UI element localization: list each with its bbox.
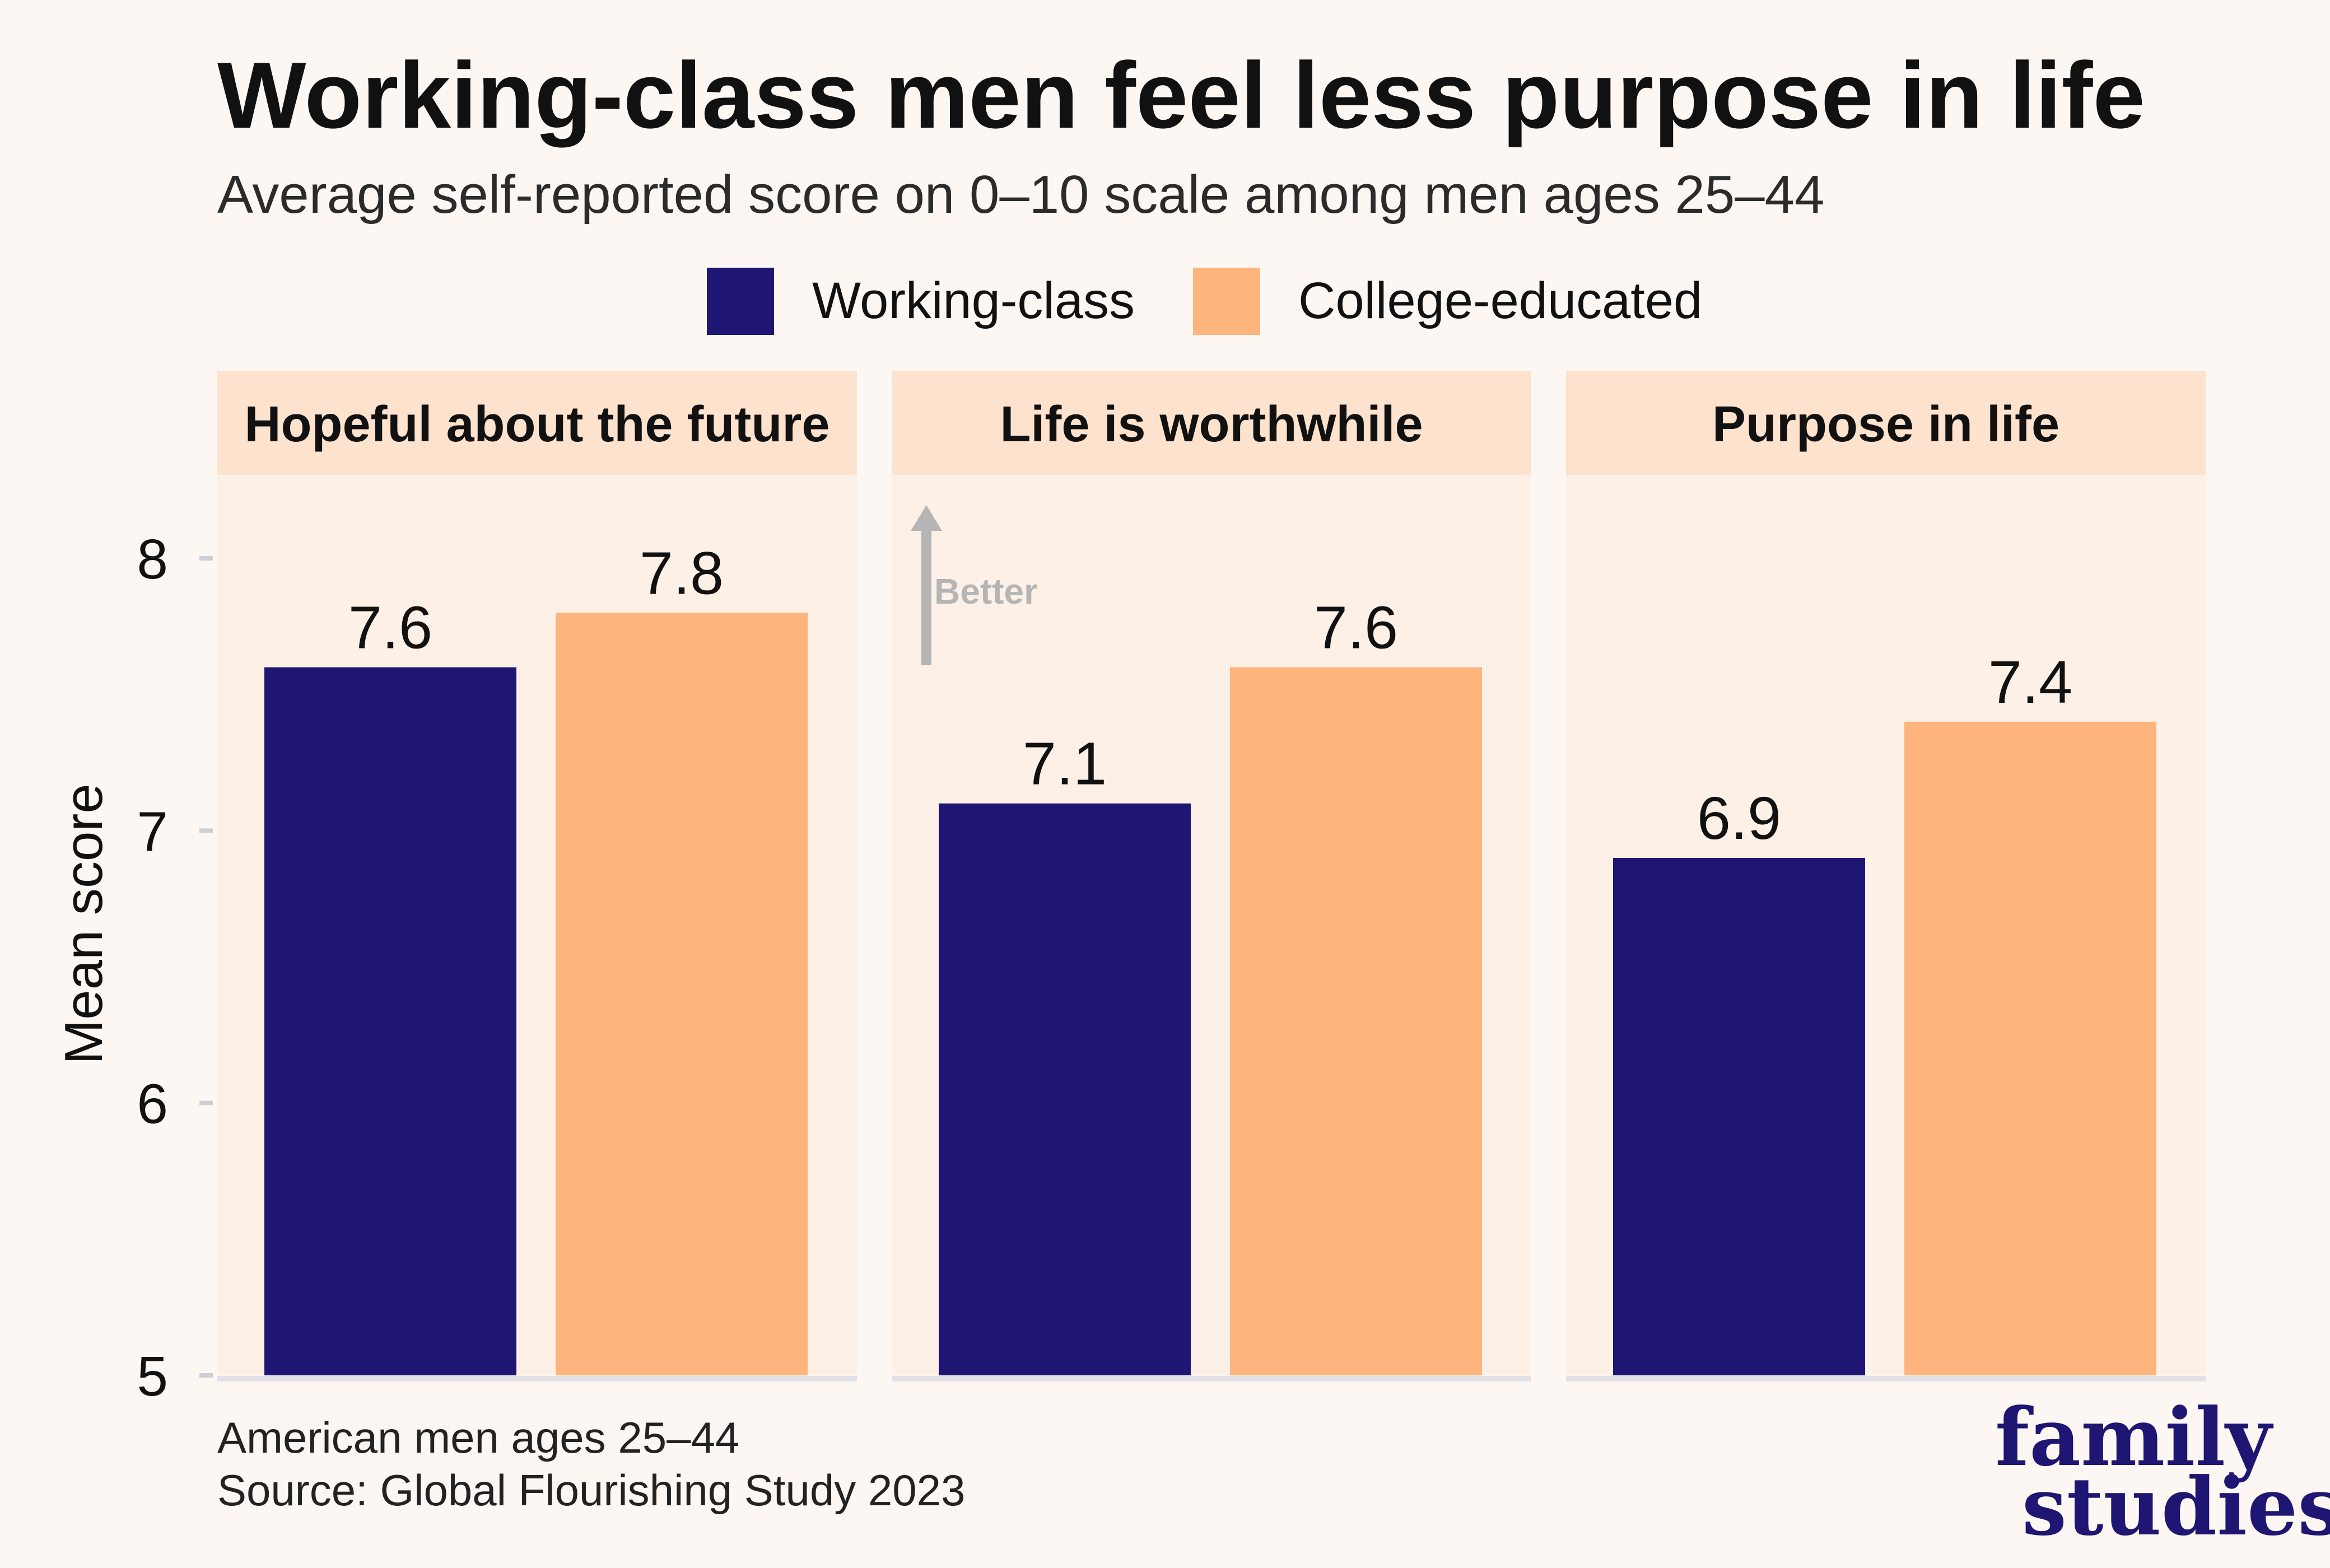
better-arrow-icon [911, 505, 942, 531]
y-axis-label: Mean score [54, 783, 114, 1065]
chart-title: Working-class men feel less purpose in l… [217, 43, 2145, 148]
caption-source: Source: Global Flourishing Study 2023 [217, 1466, 965, 1515]
y-tick-label: 8 [137, 528, 168, 591]
facet-strip [217, 371, 857, 475]
bar [264, 667, 516, 1375]
legend: Working-class College-educated [707, 268, 1702, 335]
facet-strip-label: Hopeful about the future [245, 396, 830, 452]
bar-value-label: 7.6 [348, 594, 432, 661]
caption-population: American men ages 25–44 [217, 1413, 739, 1462]
facet-strip-label: Purpose in life [1712, 396, 2059, 452]
bar-value-label: 6.9 [1697, 784, 1781, 852]
y-tick-label: 7 [137, 800, 168, 863]
y-tick-label: 5 [137, 1345, 168, 1408]
y-tick-label: 6 [137, 1073, 168, 1136]
bar-value-label: 7.8 [640, 539, 724, 606]
bar-value-label: 7.4 [1988, 648, 2072, 716]
bar [1230, 667, 1482, 1375]
facet-panel: Life is worthwhile 7.1 7.6 [892, 371, 1531, 1382]
better-annotation: Better [911, 505, 1038, 665]
logo-word-family: family [1995, 1391, 2273, 1484]
bar [1904, 721, 2156, 1375]
chart-subtitle: Average self-reported score on 0–10 scal… [217, 165, 1824, 225]
facet-strip [892, 371, 1531, 475]
legend-swatch-college-educated [1193, 268, 1260, 335]
bar [939, 803, 1191, 1375]
better-label: Better [934, 571, 1038, 612]
facet-strip [1566, 371, 2206, 475]
logo-word-studies: studies [2022, 1460, 2330, 1553]
panels: Hopeful about the future 7.6 7.8 Life is wo… [217, 371, 2206, 1382]
y-axis: 5 6 7 8 [137, 528, 213, 1408]
legend-swatch-working-class [707, 268, 774, 335]
facet-panel: Purpose in life 6.9 7.4 [1566, 371, 2206, 1382]
facet-panel: Hopeful about the future 7.6 7.8 [217, 371, 857, 1382]
bar [1613, 857, 1865, 1375]
family-studies-logo: family studies [1995, 1391, 2330, 1553]
bar [556, 613, 808, 1375]
bar-value-label: 7.1 [1023, 730, 1107, 797]
bar-value-label: 7.6 [1314, 594, 1398, 661]
facet-strip-label: Life is worthwhile [1000, 396, 1423, 452]
legend-label-working-class: Working-class [812, 272, 1135, 329]
legend-label-college-educated: College-educated [1298, 272, 1702, 329]
